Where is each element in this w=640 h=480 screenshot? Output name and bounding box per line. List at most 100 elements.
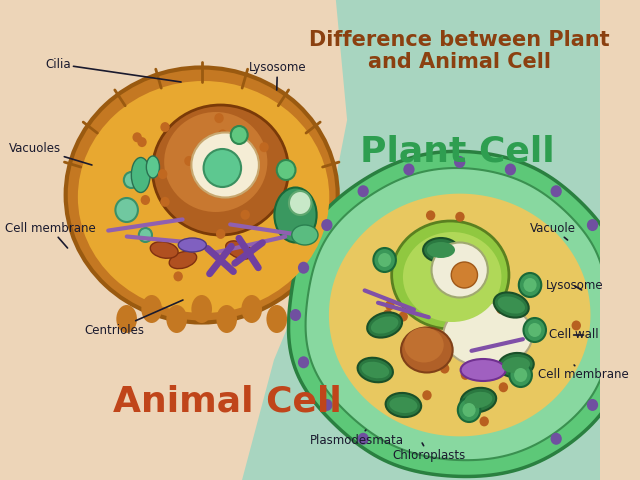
Text: Difference between Plant: Difference between Plant [309, 30, 610, 50]
Text: Plant Cell: Plant Cell [360, 135, 554, 169]
Text: Cell membrane: Cell membrane [4, 221, 95, 248]
Ellipse shape [497, 296, 525, 313]
Circle shape [358, 433, 369, 445]
Circle shape [276, 160, 296, 180]
Circle shape [141, 195, 150, 205]
Circle shape [158, 169, 168, 179]
Ellipse shape [427, 242, 455, 258]
Ellipse shape [389, 397, 417, 413]
Circle shape [422, 390, 431, 400]
Ellipse shape [502, 357, 530, 373]
Circle shape [389, 323, 399, 333]
Ellipse shape [164, 112, 268, 212]
Circle shape [161, 122, 170, 132]
Ellipse shape [204, 149, 241, 187]
Ellipse shape [292, 225, 318, 245]
Circle shape [289, 191, 312, 215]
Circle shape [173, 271, 183, 281]
Circle shape [321, 219, 333, 231]
Ellipse shape [169, 252, 196, 269]
Ellipse shape [191, 295, 212, 323]
Text: Cell membrane: Cell membrane [538, 365, 629, 382]
Circle shape [385, 300, 394, 311]
Ellipse shape [367, 312, 402, 337]
Ellipse shape [166, 305, 187, 333]
Ellipse shape [431, 242, 488, 298]
Circle shape [290, 309, 301, 321]
Ellipse shape [461, 388, 496, 412]
Circle shape [373, 248, 396, 272]
Ellipse shape [275, 188, 317, 242]
Text: Cilia: Cilia [45, 58, 181, 82]
Circle shape [358, 185, 369, 197]
Polygon shape [305, 168, 609, 460]
Ellipse shape [401, 327, 452, 372]
Ellipse shape [179, 238, 206, 252]
Ellipse shape [116, 305, 137, 333]
Circle shape [189, 242, 198, 252]
Text: Chloroplasts: Chloroplasts [392, 443, 465, 461]
Circle shape [458, 398, 480, 422]
Text: Lysosome: Lysosome [546, 279, 604, 292]
Text: Centrioles: Centrioles [84, 300, 183, 336]
Circle shape [479, 416, 489, 426]
Ellipse shape [191, 132, 259, 197]
Circle shape [241, 210, 250, 220]
Circle shape [321, 399, 333, 411]
Circle shape [399, 312, 408, 322]
Ellipse shape [423, 238, 459, 262]
Circle shape [231, 126, 248, 144]
Circle shape [519, 273, 541, 297]
Circle shape [424, 306, 433, 316]
Ellipse shape [404, 327, 444, 362]
Ellipse shape [386, 393, 421, 417]
Circle shape [138, 137, 147, 147]
Circle shape [383, 309, 392, 319]
Circle shape [550, 433, 562, 445]
Ellipse shape [216, 305, 237, 333]
Ellipse shape [78, 81, 330, 313]
Ellipse shape [241, 295, 262, 323]
Polygon shape [289, 151, 624, 477]
Circle shape [499, 382, 508, 392]
Circle shape [524, 278, 536, 292]
Polygon shape [0, 0, 356, 480]
Circle shape [214, 113, 224, 123]
Text: Plasmodesmata: Plasmodesmata [310, 430, 404, 446]
Circle shape [298, 356, 309, 368]
Circle shape [298, 262, 309, 274]
Circle shape [524, 318, 546, 342]
Ellipse shape [131, 157, 150, 192]
Circle shape [216, 229, 225, 239]
Circle shape [115, 198, 138, 222]
Circle shape [217, 135, 227, 145]
Circle shape [572, 321, 581, 330]
Circle shape [403, 164, 415, 176]
Polygon shape [242, 0, 600, 480]
Ellipse shape [141, 295, 162, 323]
Text: Vacuole: Vacuole [530, 221, 576, 240]
Circle shape [184, 156, 194, 166]
Ellipse shape [465, 392, 492, 408]
Circle shape [528, 323, 541, 337]
Circle shape [587, 399, 598, 411]
Circle shape [496, 304, 506, 314]
Circle shape [514, 368, 527, 382]
Circle shape [259, 142, 269, 152]
Circle shape [587, 219, 598, 231]
Ellipse shape [444, 302, 532, 368]
Ellipse shape [371, 316, 398, 334]
Ellipse shape [392, 221, 509, 329]
Circle shape [505, 164, 516, 176]
Text: Vacuoles: Vacuoles [10, 142, 92, 165]
Polygon shape [329, 193, 591, 436]
Ellipse shape [461, 359, 506, 381]
Circle shape [461, 370, 470, 380]
Circle shape [454, 156, 465, 168]
Text: Lysosome: Lysosome [248, 61, 306, 90]
Text: Cell wall: Cell wall [549, 328, 598, 341]
Circle shape [139, 228, 152, 242]
Ellipse shape [498, 353, 534, 377]
Ellipse shape [147, 156, 159, 178]
Ellipse shape [66, 68, 338, 323]
